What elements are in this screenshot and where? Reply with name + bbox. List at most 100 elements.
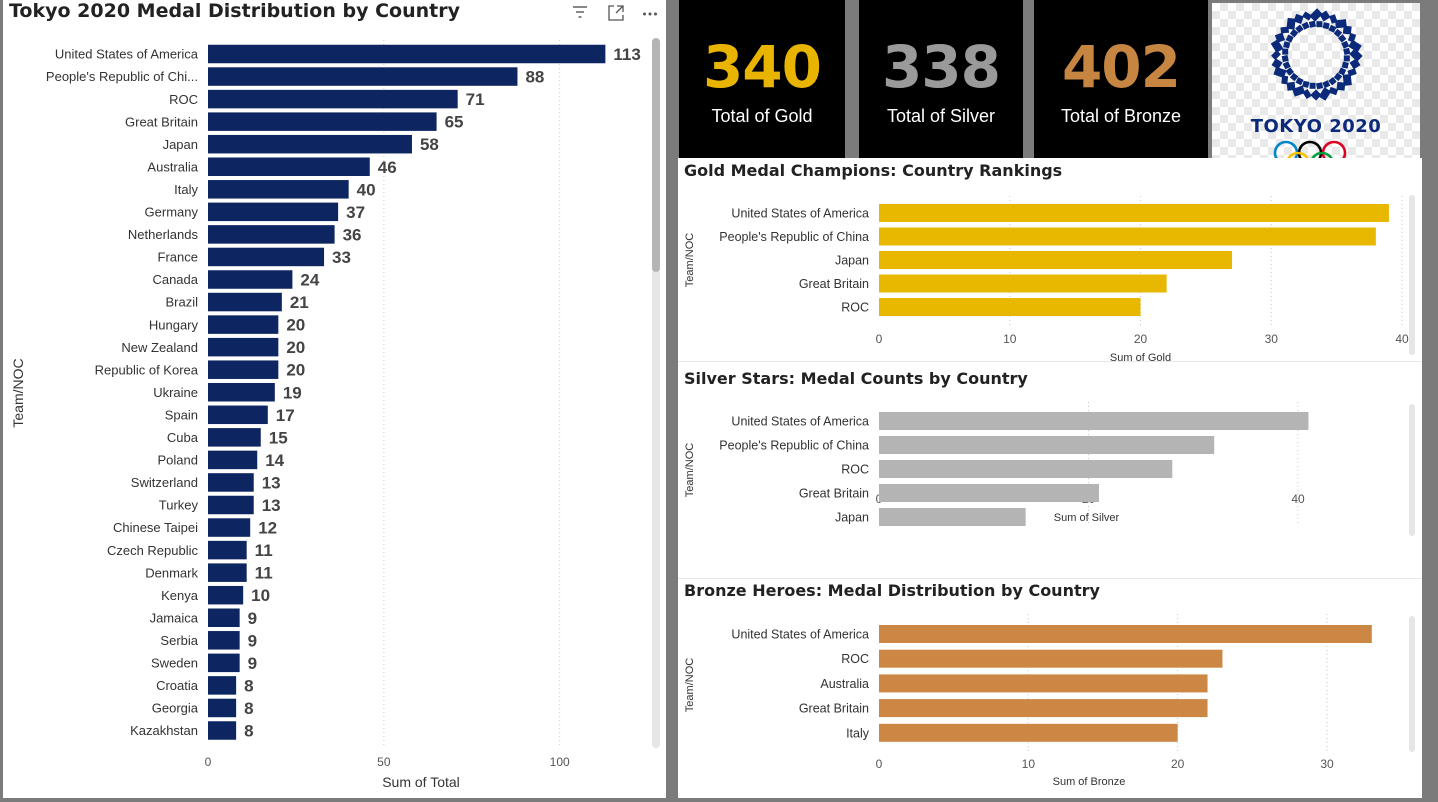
- emblem-mark: [1285, 67, 1295, 76]
- emblem-mark: [1273, 66, 1287, 78]
- category-label: Kazakhstan: [130, 723, 198, 738]
- category-label: United States of America: [55, 47, 199, 62]
- data-label: 13: [262, 496, 281, 515]
- emblem-mark: [1348, 39, 1362, 53]
- category-label: Australia: [820, 677, 869, 691]
- x-tick-label: 50: [377, 755, 391, 769]
- emblem-mark: [1302, 89, 1312, 99]
- scrollbar-thumb[interactable]: [652, 38, 660, 272]
- filter-icon[interactable]: [571, 5, 589, 23]
- bar: [208, 157, 370, 176]
- gold-scrollbar[interactable]: [1409, 195, 1415, 355]
- emblem-mark: [1322, 22, 1330, 30]
- more-options-icon[interactable]: [641, 5, 659, 23]
- bar: [208, 270, 293, 289]
- bar: [879, 227, 1376, 246]
- bar: [208, 631, 240, 650]
- data-label: 12: [258, 519, 277, 538]
- category-label: Italy: [174, 182, 198, 197]
- emblem-mark: [1343, 47, 1351, 56]
- category-label: Italy: [846, 726, 870, 740]
- data-label: 9: [248, 654, 257, 673]
- silver-scrollbar[interactable]: [1409, 404, 1415, 536]
- data-label: 8: [244, 722, 253, 741]
- emblem-mark: [1285, 34, 1294, 43]
- bar: [208, 44, 606, 64]
- bar: [208, 225, 335, 244]
- category-label: Japan: [835, 511, 869, 525]
- x-tick-label: 20: [1134, 332, 1148, 346]
- category-label: United States of America: [731, 207, 869, 221]
- x-tick-label: 20: [1171, 757, 1185, 771]
- scrollbar-track[interactable]: [652, 38, 660, 748]
- emblem-mark: [1336, 81, 1346, 91]
- category-label: United States of America: [731, 415, 869, 429]
- emblem-mark: [1333, 72, 1343, 82]
- bar: [208, 89, 458, 109]
- data-label: 65: [445, 113, 464, 132]
- category-label: Hungary: [149, 317, 199, 332]
- data-label: 13: [262, 473, 281, 492]
- data-label: 37: [346, 203, 365, 222]
- bar: [208, 112, 437, 131]
- bronze-chart-title: Bronze Heroes: Medal Distribution by Cou…: [684, 581, 1100, 600]
- bar: [208, 721, 237, 740]
- bar: [879, 649, 1223, 668]
- category-label: People's Republic of China: [719, 230, 869, 244]
- bar: [208, 518, 251, 537]
- emblem-mark: [1349, 58, 1361, 70]
- bar: [208, 585, 244, 605]
- emblem-mark: [1271, 50, 1281, 60]
- category-label: Ukraine: [153, 385, 198, 400]
- total-medals-visual[interactable]: Tokyo 2020 Medal Distribution by Country…: [3, 0, 666, 798]
- bar: [208, 360, 279, 379]
- divider: [678, 578, 1422, 579]
- focus-mode-icon[interactable]: [607, 5, 625, 23]
- bar: [208, 473, 254, 492]
- bar: [879, 674, 1208, 693]
- data-label: 9: [248, 631, 257, 650]
- gold-medals-chart: 0 10 20 30 40 United States of America People'…: [684, 196, 1409, 364]
- data-label: 8: [244, 699, 253, 718]
- emblem-mark: [1286, 17, 1296, 30]
- emblem-mark: [1292, 85, 1306, 97]
- x-tick-label: 100: [550, 755, 570, 769]
- category-label: Great Britain: [125, 114, 198, 129]
- x-tick-label: 0: [205, 755, 212, 769]
- category-label: Spain: [165, 407, 198, 422]
- bar: [208, 698, 237, 718]
- category-label: France: [158, 250, 198, 265]
- data-label: 46: [378, 158, 397, 177]
- emblem-mark: [1274, 32, 1286, 43]
- category-label: Chinese Taipei: [113, 520, 198, 535]
- bar: [879, 204, 1389, 222]
- data-label: 36: [343, 225, 362, 244]
- emblem-mark: [1286, 81, 1296, 91]
- bar: [208, 653, 240, 673]
- emblem-mark: [1341, 61, 1349, 69]
- category-label: Jamaica: [150, 610, 199, 625]
- x-tick-label: 10: [1022, 757, 1036, 771]
- bar: [208, 428, 261, 447]
- category-label: Switzerland: [131, 475, 198, 490]
- bar: [208, 292, 282, 312]
- data-label: 11: [255, 541, 273, 560]
- data-label: 40: [357, 180, 376, 199]
- category-label: Germany: [145, 205, 199, 220]
- bar: [208, 540, 247, 560]
- category-label: Japan: [835, 254, 869, 268]
- bar: [208, 315, 279, 334]
- bronze-scrollbar[interactable]: [1409, 616, 1415, 752]
- kpi-gold-label: Total of Gold: [711, 106, 813, 126]
- bar: [208, 202, 339, 222]
- silver-chart-title: Silver Stars: Medal Counts by Country: [684, 369, 1028, 388]
- emblem-mark: [1341, 40, 1350, 49]
- category-label: Kenya: [161, 588, 199, 603]
- emblem-mark: [1271, 58, 1283, 70]
- bar: [208, 405, 268, 425]
- bar: [879, 484, 1099, 502]
- category-label: ROC: [841, 463, 869, 477]
- emblem-mark: [1289, 28, 1299, 38]
- emblem-mark: [1347, 32, 1357, 43]
- bar: [879, 436, 1215, 454]
